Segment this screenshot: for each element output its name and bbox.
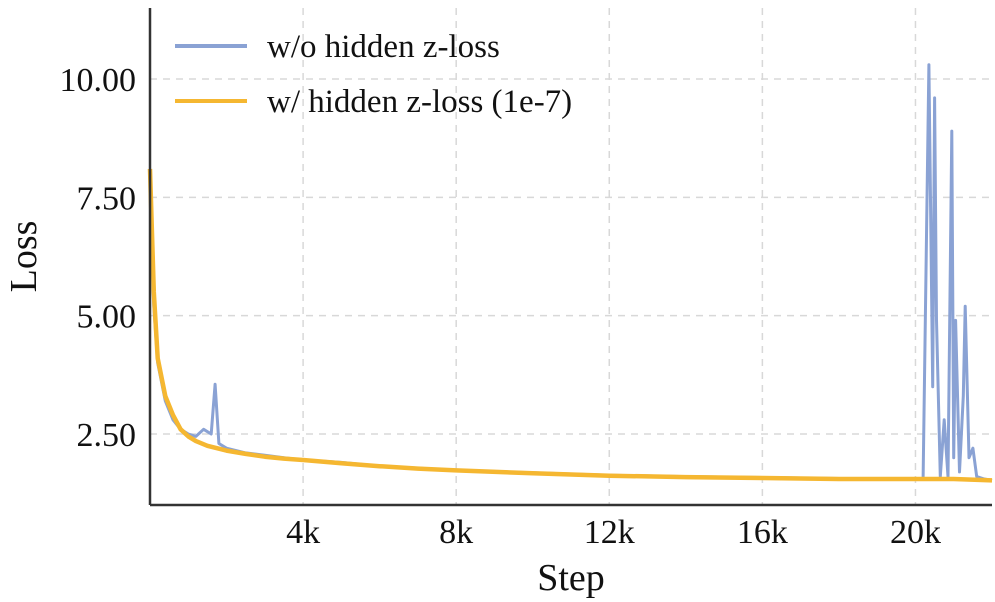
x-axis-title: Step <box>537 557 605 599</box>
grid <box>150 8 992 505</box>
series-line-1 <box>147 168 993 483</box>
y-axis-title: Loss <box>3 221 45 293</box>
y-tick-label-0: 2.50 <box>77 417 137 454</box>
legend-label-wo-zloss: w/o hidden z-loss <box>267 29 500 65</box>
series-line-0 <box>148 63 993 482</box>
legend: w/o hidden z-loss w/ hidden z-loss (1e-7… <box>175 29 572 120</box>
tick-labels: 4k 8k 12k 16k 20k 2.50 5.00 7.50 10.00 <box>60 62 941 551</box>
x-tick-label-0: 4k <box>286 514 320 551</box>
series-lines <box>147 63 993 483</box>
legend-label-w-zloss: w/ hidden z-loss (1e-7) <box>267 84 572 120</box>
y-tick-label-2: 7.50 <box>77 180 137 217</box>
x-tick-label-1: 8k <box>439 514 473 551</box>
x-tick-label-2: 12k <box>584 514 635 551</box>
axes <box>148 8 992 507</box>
y-tick-label-3: 10.00 <box>60 62 137 99</box>
x-tick-label-3: 16k <box>737 514 788 551</box>
y-tick-label-1: 5.00 <box>77 299 137 336</box>
x-tick-label-4: 20k <box>890 514 941 551</box>
